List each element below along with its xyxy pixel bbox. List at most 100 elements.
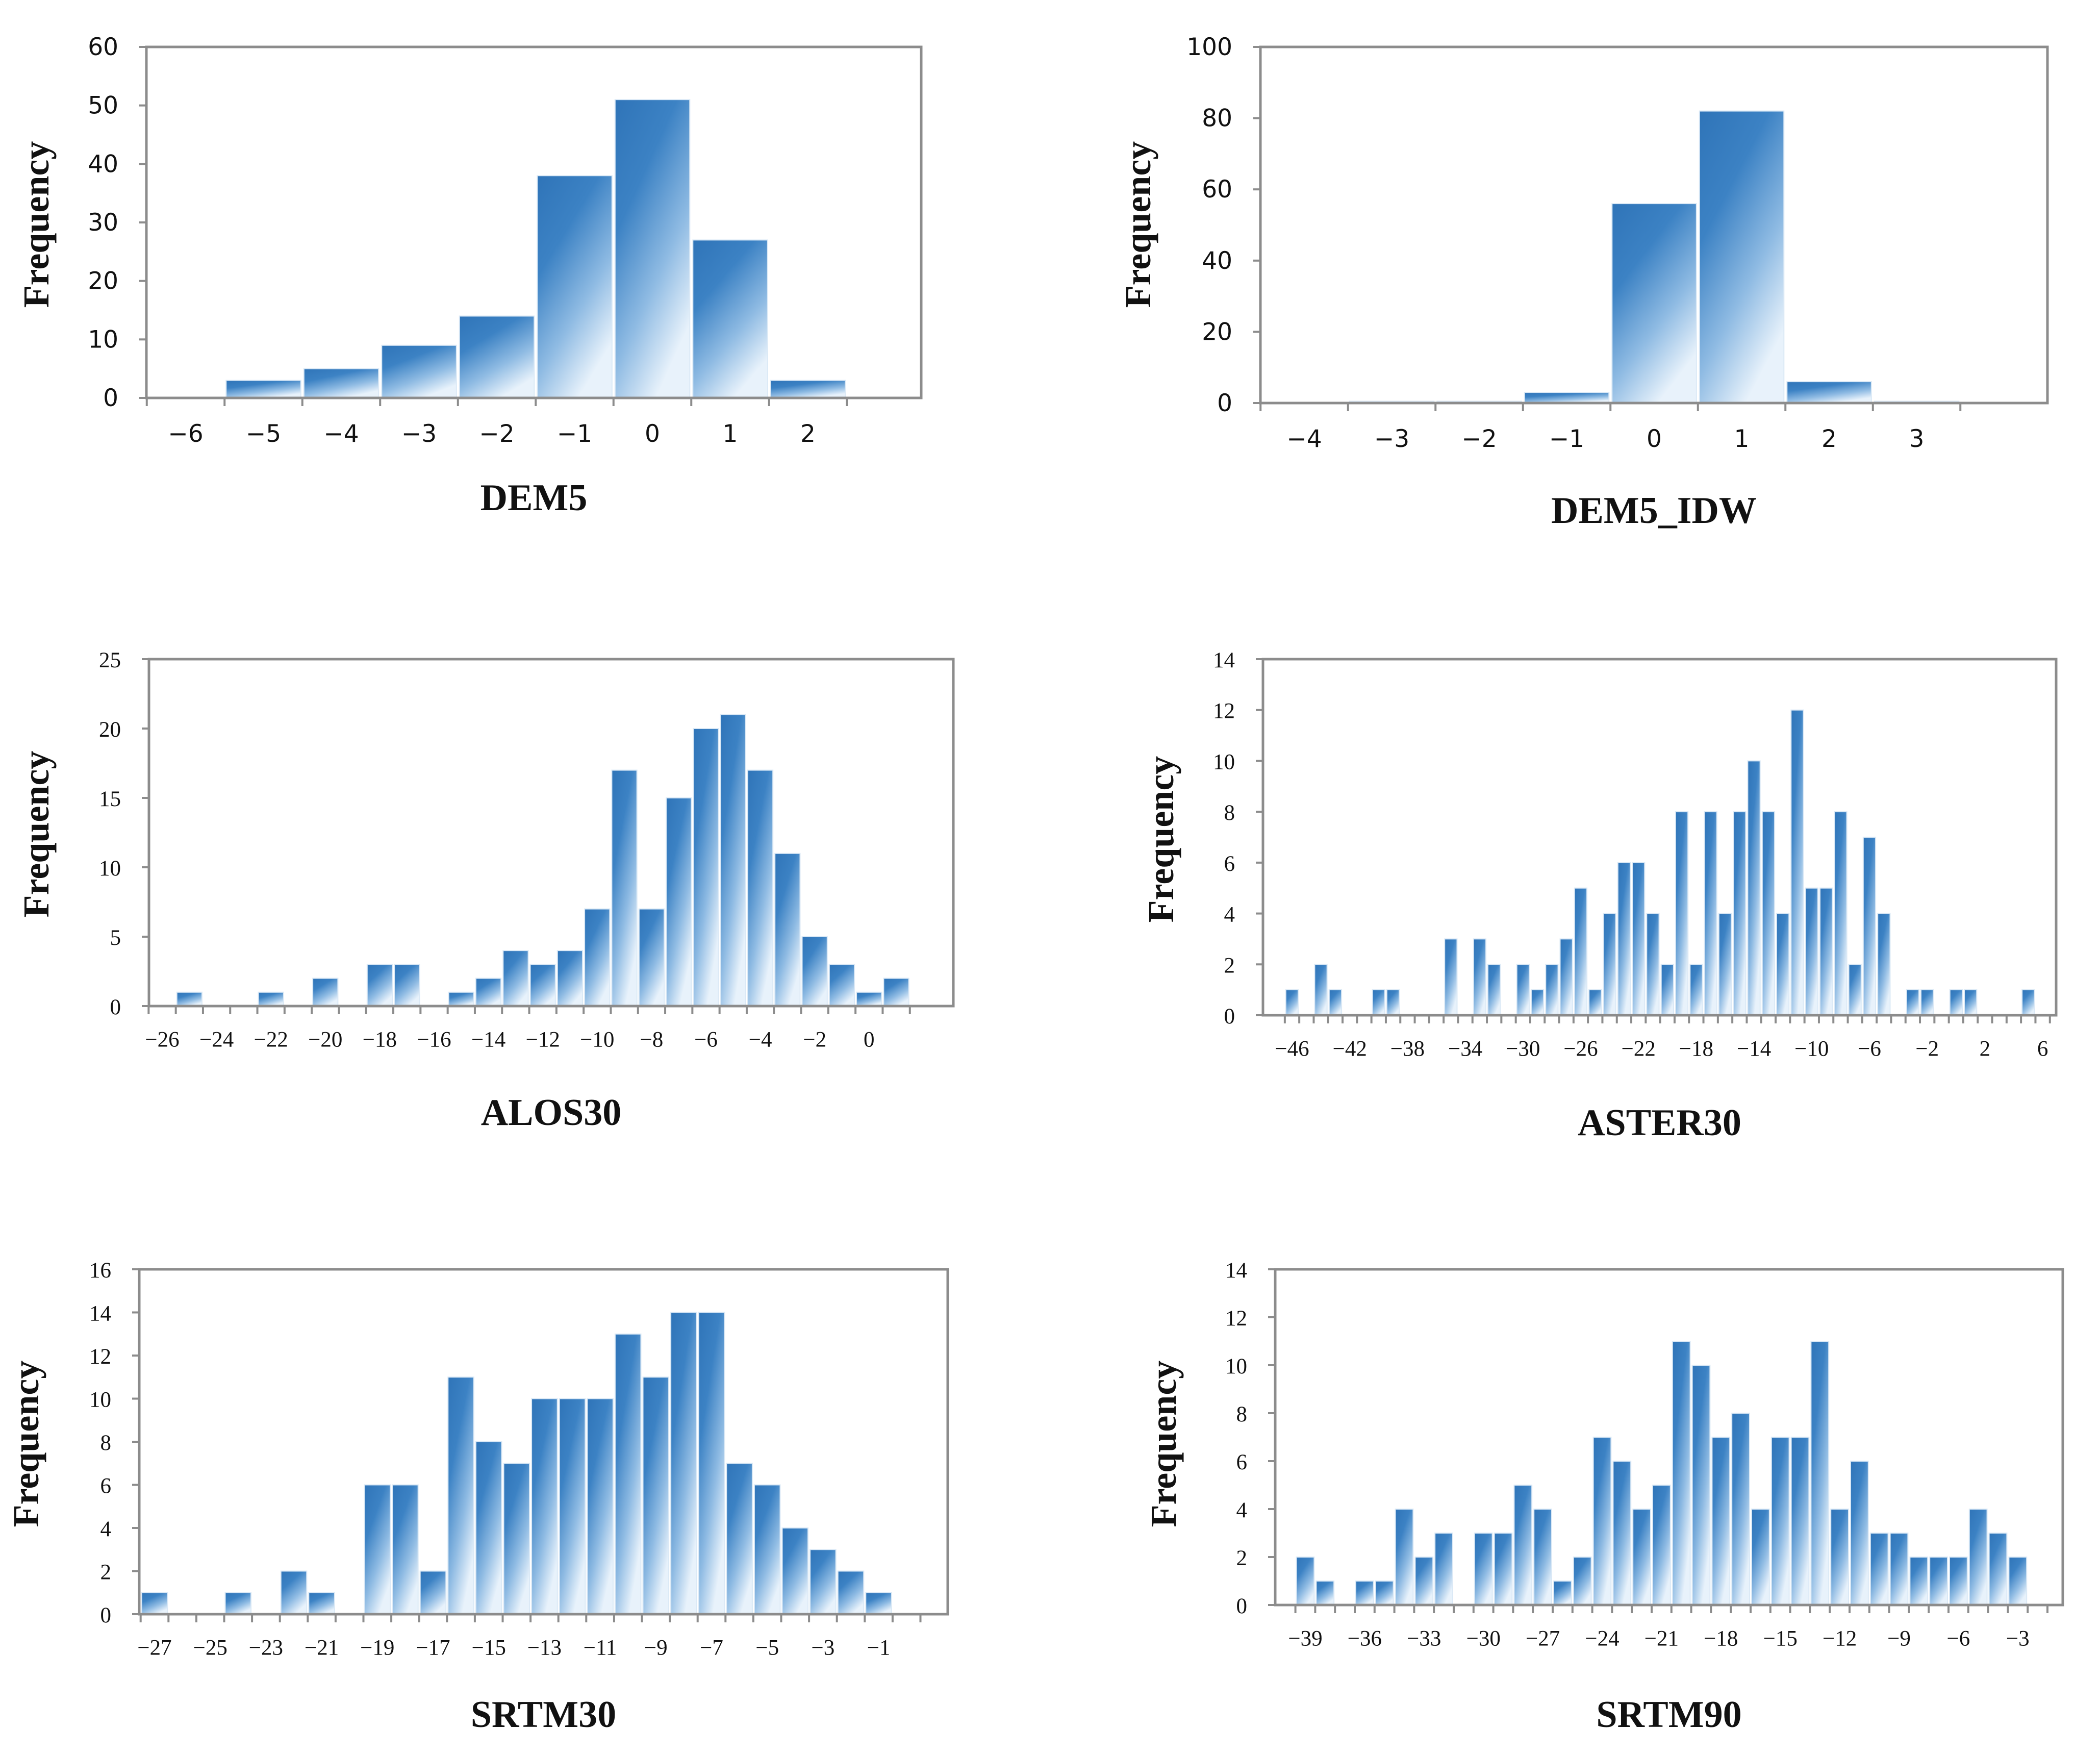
histogram-panel-5: 0 2 4 6 8 10 12 14 −39 −36 −33 −30 −27 −24 −21 −18 −15 −1… <box>1143 1259 2064 1736</box>
y-tick-label: 10 <box>88 325 118 354</box>
y-tick-label: 12 <box>89 1345 111 1369</box>
y-tick-label: 6 <box>1224 852 1235 876</box>
y-axis-title: Frequency <box>16 751 57 918</box>
y-tick-label: 14 <box>1225 1259 1247 1283</box>
histogram-bar <box>1285 989 1299 1016</box>
histogram-bar <box>1574 887 1588 1016</box>
histogram-bar <box>781 1527 809 1615</box>
y-axis-title: Frequency <box>1143 1361 1184 1527</box>
x-tick-label: −11 <box>584 1636 617 1660</box>
x-tick-label: −22 <box>254 1028 288 1052</box>
histogram-bar <box>1315 1581 1335 1606</box>
histogram-bar <box>303 368 379 399</box>
histogram-bar <box>614 99 691 398</box>
histogram-bar <box>1964 989 1978 1016</box>
y-tick-label: 10 <box>1213 750 1235 774</box>
y-tick-label: 50 <box>88 92 118 120</box>
histogram-bar <box>1848 964 1862 1016</box>
histogram-bar <box>865 1592 892 1615</box>
histogram-bar <box>537 175 613 398</box>
x-tick-label: −42 <box>1333 1037 1367 1061</box>
x-tick-label: −19 <box>360 1636 394 1660</box>
y-tick-label: 10 <box>99 857 121 881</box>
x-tick-label: −1 <box>1549 425 1584 453</box>
histogram-bar <box>1646 913 1660 1016</box>
histogram-bar <box>666 797 692 1007</box>
histogram-bar <box>856 991 882 1007</box>
histogram-bar <box>1819 887 1833 1016</box>
histogram-bar <box>1850 1461 1869 1606</box>
x-tick-label: −38 <box>1390 1037 1425 1061</box>
histogram-bar <box>1988 1533 2008 1606</box>
histogram-bar <box>366 964 393 1007</box>
histogram-bar <box>531 1398 558 1615</box>
histogram-panel-1: 0 20 40 60 80 100 −4 −3 −2 −1 0 1 2 3 DEM5_IDW Frequenc… <box>1118 33 2049 532</box>
x-tick-label: −33 <box>1407 1627 1441 1651</box>
histogram-bar <box>587 1398 614 1615</box>
histogram-bar <box>1699 110 1785 404</box>
histogram-bar <box>1869 1533 1889 1606</box>
x-tick-label: −18 <box>1704 1627 1738 1651</box>
histogram-bar <box>1473 938 1487 1016</box>
y-tick-label: 0 <box>100 1603 112 1627</box>
x-tick-label: −2 <box>803 1028 826 1052</box>
histogram-bar <box>392 1484 419 1615</box>
histogram-bar <box>1434 1533 1453 1606</box>
histogram-bar <box>1906 989 1920 1016</box>
x-tick-label: 0 <box>645 420 660 448</box>
x-axis-title: SRTM90 <box>1596 1694 1741 1736</box>
x-tick-label: −3 <box>401 420 437 448</box>
histogram-bar <box>1395 1509 1414 1606</box>
histogram-bar <box>1675 811 1689 1016</box>
x-tick-label: −22 <box>1622 1037 1656 1061</box>
histogram-bar <box>1949 1557 1968 1606</box>
histogram-bar <box>1573 1557 1592 1606</box>
x-tick-label: −1 <box>867 1636 891 1660</box>
x-tick-label: −27 <box>137 1636 171 1660</box>
histogram-bar <box>559 1398 586 1615</box>
y-tick-label: 6 <box>1236 1450 1248 1474</box>
x-tick-label: −21 <box>1644 1627 1679 1651</box>
x-tick-label: −30 <box>1466 1627 1501 1651</box>
histogram-bar <box>747 769 774 1007</box>
histogram-bar <box>1328 989 1343 1016</box>
histogram-bar <box>1830 1509 1849 1606</box>
histogram-bar <box>1786 381 1872 404</box>
histogram-bar <box>1790 709 1804 1016</box>
y-tick-label: 20 <box>99 718 121 742</box>
x-axis-title: DEM5 <box>480 477 588 519</box>
histogram-bar <box>1718 913 1732 1016</box>
x-tick-label: 3 <box>1909 425 1925 453</box>
x-tick-label: −24 <box>1585 1627 1619 1651</box>
histogram-bar <box>1652 1485 1671 1606</box>
y-axis-title: Frequency <box>6 1361 46 1527</box>
x-tick-label: −9 <box>644 1636 668 1660</box>
x-tick-label: −27 <box>1526 1627 1560 1651</box>
x-tick-label: −2 <box>1915 1037 1939 1061</box>
y-tick-label: 0 <box>110 995 121 1019</box>
histogram-bar <box>1372 989 1385 1016</box>
y-tick-label: 16 <box>89 1259 111 1283</box>
y-tick-label: 15 <box>99 787 121 811</box>
histogram-bar <box>1588 989 1602 1016</box>
y-tick-label: 40 <box>88 150 118 178</box>
histogram-bar <box>2008 1557 2028 1606</box>
histogram-bar <box>1920 989 1934 1016</box>
x-tick-label: −12 <box>526 1028 560 1052</box>
histogram-bar <box>1632 1509 1651 1606</box>
histogram-bar <box>1929 1557 1948 1606</box>
x-tick-label: 2 <box>1821 425 1837 453</box>
histogram-bar <box>1968 1509 1988 1606</box>
y-tick-label: 10 <box>1225 1355 1247 1378</box>
x-tick-label: −3 <box>2006 1627 2030 1651</box>
x-tick-label: −36 <box>1348 1627 1382 1651</box>
histogram-bar <box>614 1333 642 1615</box>
histogram-bar <box>1691 1365 1711 1606</box>
y-tick-label: 5 <box>110 926 121 950</box>
histogram-bar <box>1314 964 1328 1016</box>
histogram-bar <box>611 769 638 1007</box>
histogram-bar <box>475 977 502 1007</box>
x-tick-label: −30 <box>1506 1037 1540 1061</box>
histogram-bar <box>1386 989 1400 1016</box>
